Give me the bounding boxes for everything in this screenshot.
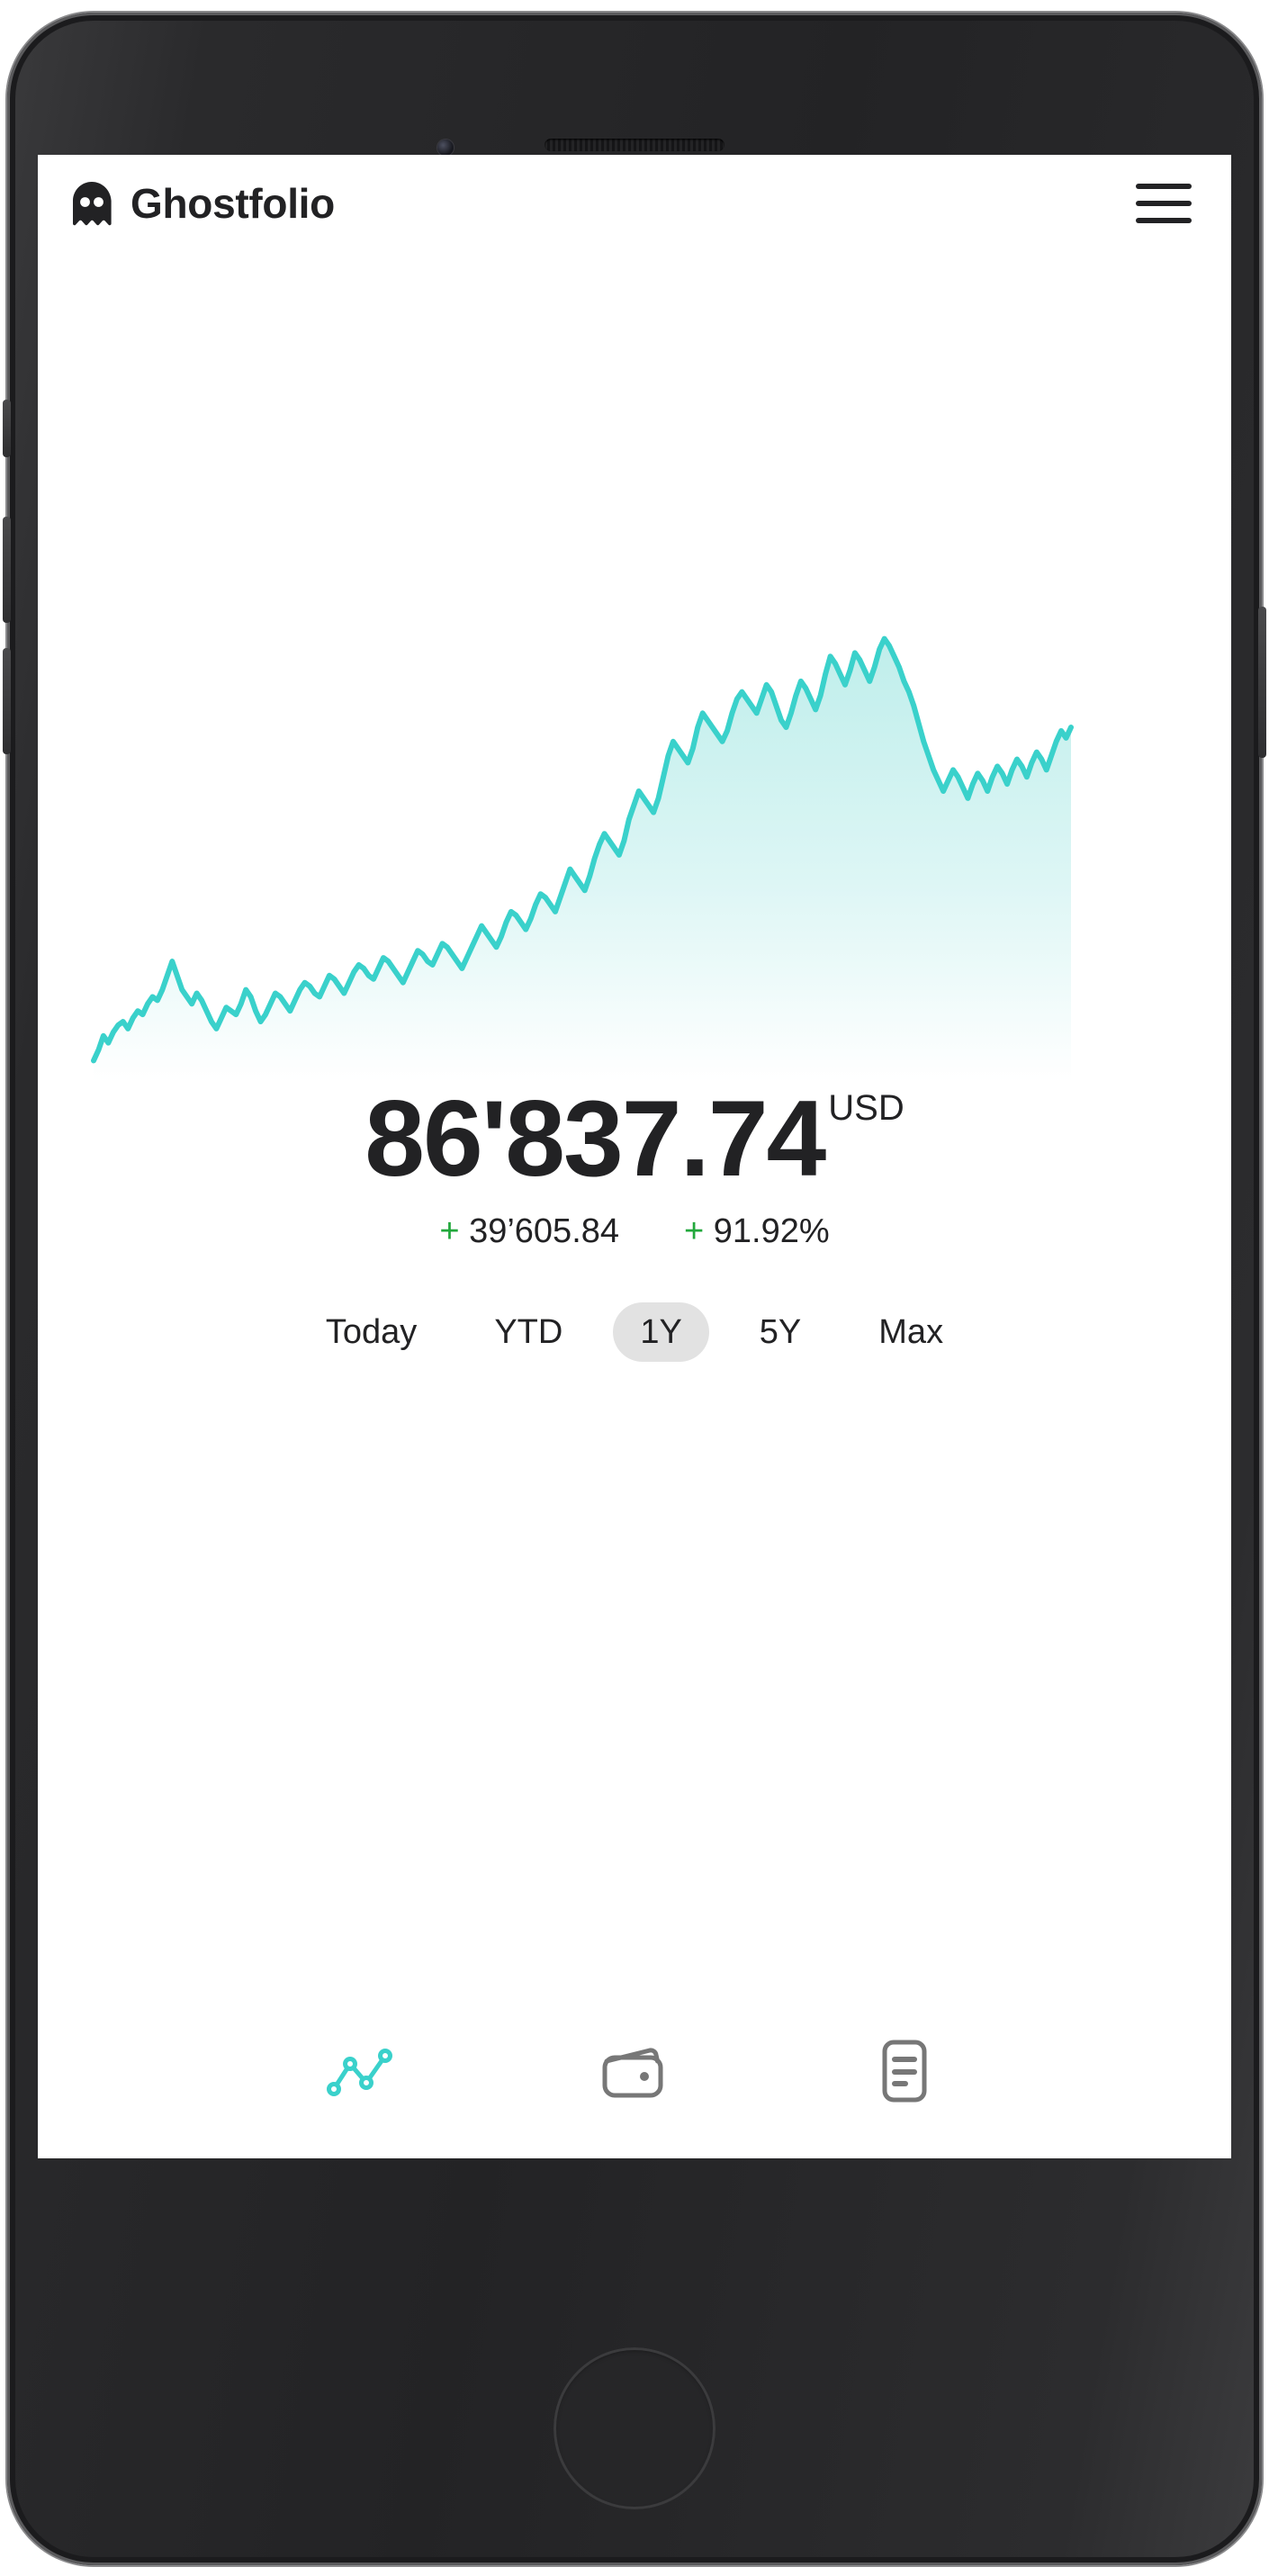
range-chip-ytd[interactable]: YTD bbox=[494, 1313, 563, 1351]
front-camera bbox=[437, 140, 454, 156]
summary-document-icon bbox=[882, 2040, 927, 2103]
ghost-icon bbox=[73, 182, 112, 226]
chart-svg bbox=[91, 635, 1074, 1082]
range-chip-5y[interactable]: 5Y bbox=[759, 1313, 802, 1351]
silent-switch-button[interactable] bbox=[3, 400, 11, 457]
portfolio-currency: USD bbox=[828, 1088, 904, 1128]
portfolio-performance-chart[interactable] bbox=[38, 605, 1231, 1082]
range-chip-1y[interactable]: 1Y bbox=[613, 1302, 709, 1362]
percent-change-value: 91.92% bbox=[713, 1211, 830, 1250]
range-chip-today[interactable]: Today bbox=[325, 1313, 418, 1351]
absolute-change: + 39’605.84 bbox=[439, 1212, 619, 1251]
home-button[interactable] bbox=[554, 2347, 716, 2509]
power-button[interactable] bbox=[1258, 607, 1266, 758]
phone-screen: Ghostfolio bbox=[38, 155, 1231, 2158]
nav-item-overview[interactable] bbox=[320, 2026, 410, 2116]
chart-line bbox=[91, 635, 1074, 1064]
chart-series-overview bbox=[91, 635, 1074, 1082]
nav-item-portfolio[interactable] bbox=[590, 2026, 680, 2116]
hamburger-bar bbox=[1136, 218, 1192, 223]
brand-name: Ghostfolio bbox=[130, 180, 335, 227]
range-chip-max[interactable]: Max bbox=[878, 1313, 944, 1351]
volume-down-button[interactable] bbox=[3, 648, 11, 754]
wallet-icon bbox=[602, 2048, 663, 2098]
percent-change-sign: + bbox=[684, 1211, 705, 1250]
hamburger-bar bbox=[1136, 184, 1192, 189]
hamburger-bar bbox=[1136, 201, 1192, 206]
earpiece-speaker bbox=[544, 139, 724, 151]
nav-item-accounts[interactable] bbox=[860, 2026, 950, 2116]
percent-change: + 91.92% bbox=[684, 1212, 830, 1251]
bottom-navigation bbox=[38, 2004, 1231, 2139]
chart-area-fill bbox=[94, 638, 1071, 1082]
absolute-change-sign: + bbox=[439, 1211, 460, 1250]
portfolio-value-row: 86'837.74 USD bbox=[38, 1078, 1231, 1199]
phone-frame: Ghostfolio bbox=[3, 13, 1266, 2565]
portfolio-change-row: + 39’605.84 + 91.92% bbox=[38, 1212, 1231, 1251]
date-range-selector[interactable]: Today YTD 1Y 5Y Max bbox=[38, 1302, 1231, 1362]
brand-logo[interactable]: Ghostfolio bbox=[68, 180, 335, 227]
hamburger-menu-icon[interactable] bbox=[1136, 178, 1199, 229]
absolute-change-value: 39’605.84 bbox=[469, 1211, 620, 1250]
portfolio-value-block: 86'837.74 USD + 39’605.84 + 91.92% bbox=[38, 1078, 1231, 1251]
portfolio-value: 86'837.74 bbox=[364, 1078, 826, 1199]
app-header: Ghostfolio bbox=[38, 155, 1231, 252]
line-chart-icon bbox=[327, 2049, 392, 2096]
volume-up-button[interactable] bbox=[3, 517, 11, 623]
